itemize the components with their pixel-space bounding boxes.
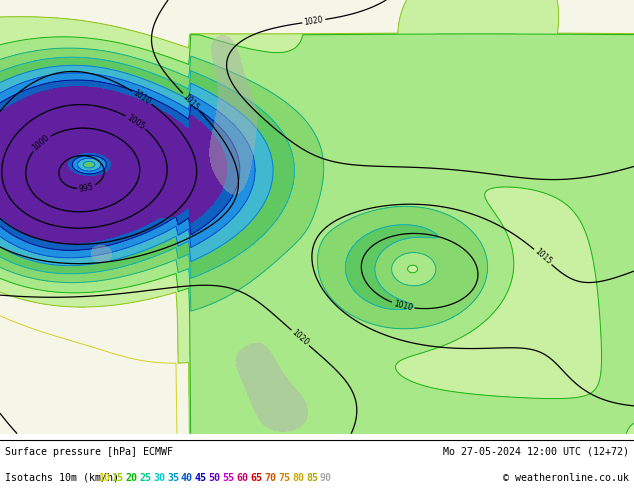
Text: 60: 60	[236, 472, 249, 483]
Text: 10: 10	[98, 472, 110, 483]
Text: Surface pressure [hPa] ECMWF: Surface pressure [hPa] ECMWF	[5, 447, 173, 457]
Text: 85: 85	[306, 472, 318, 483]
Text: 995: 995	[78, 182, 94, 194]
Text: Isotachs 10m (km/h): Isotachs 10m (km/h)	[5, 472, 125, 483]
Text: Mo 27-05-2024 12:00 UTC (12+72): Mo 27-05-2024 12:00 UTC (12+72)	[443, 447, 629, 457]
Text: © weatheronline.co.uk: © weatheronline.co.uk	[503, 472, 629, 483]
Text: 15: 15	[112, 472, 124, 483]
Text: 70: 70	[264, 472, 276, 483]
Text: 55: 55	[223, 472, 235, 483]
Text: 30: 30	[153, 472, 165, 483]
Text: 1000: 1000	[31, 133, 51, 152]
Text: 1020: 1020	[304, 15, 324, 27]
Text: 1020: 1020	[290, 328, 311, 347]
Text: 1015: 1015	[533, 247, 553, 267]
Text: 1005: 1005	[125, 113, 146, 131]
Text: 65: 65	[250, 472, 262, 483]
Text: 35: 35	[167, 472, 179, 483]
Text: 80: 80	[292, 472, 304, 483]
Text: 75: 75	[278, 472, 290, 483]
Text: 1015: 1015	[181, 92, 201, 112]
Text: 25: 25	[139, 472, 152, 483]
Text: 20: 20	[126, 472, 138, 483]
Text: 40: 40	[181, 472, 193, 483]
Text: 90: 90	[320, 472, 332, 483]
Text: 50: 50	[209, 472, 221, 483]
Text: 1010: 1010	[392, 299, 413, 313]
Text: 45: 45	[195, 472, 207, 483]
Text: 1010: 1010	[132, 88, 153, 106]
